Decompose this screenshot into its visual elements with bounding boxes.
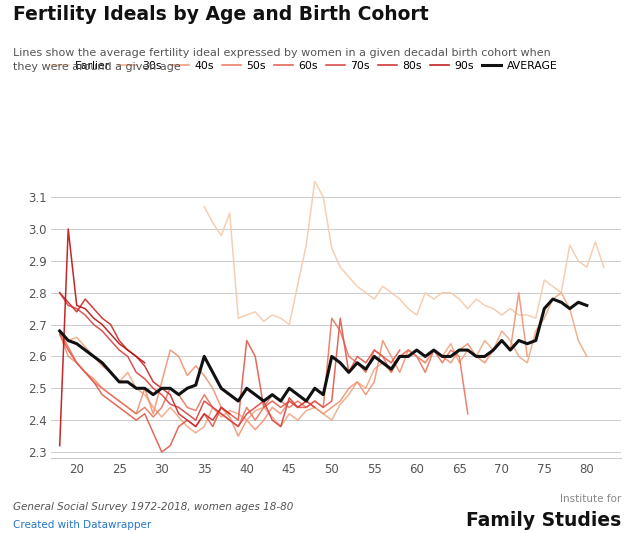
Text: Lines show the average fertility ideal expressed by women in a given decadal bir: Lines show the average fertility ideal e…	[13, 48, 550, 72]
Text: Created with Datawrapper: Created with Datawrapper	[13, 520, 151, 530]
Text: General Social Survey 1972-2018, women ages 18-80: General Social Survey 1972-2018, women a…	[13, 502, 293, 512]
Legend: Earlier, 30s, 40s, 50s, 60s, 70s, 80s, 90s, AVERAGE: Earlier, 30s, 40s, 50s, 60s, 70s, 80s, 9…	[45, 56, 561, 75]
Text: Family Studies: Family Studies	[465, 511, 621, 530]
Text: Institute for: Institute for	[559, 494, 621, 504]
Text: Fertility Ideals by Age and Birth Cohort: Fertility Ideals by Age and Birth Cohort	[13, 5, 428, 25]
